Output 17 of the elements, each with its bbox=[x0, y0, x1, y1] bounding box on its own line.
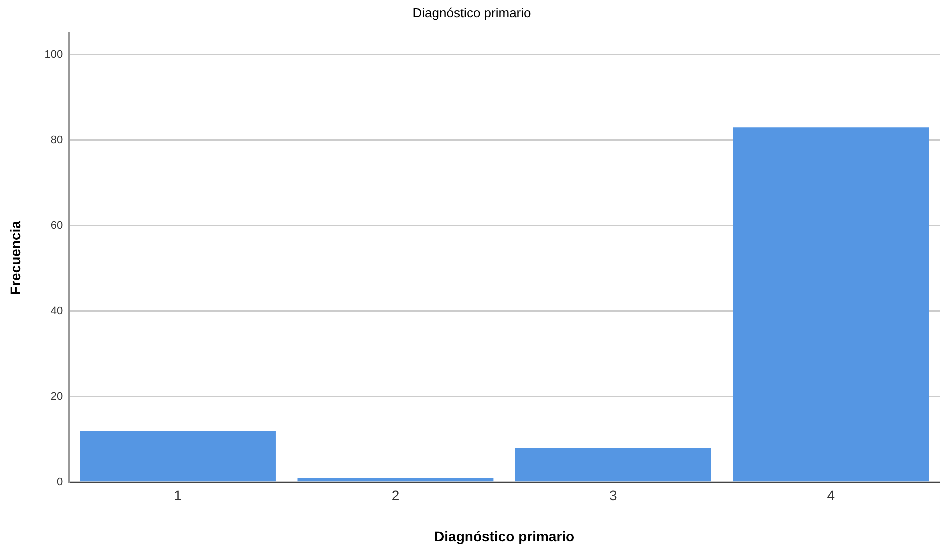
bar bbox=[298, 478, 494, 482]
x-axis-title: Diagnóstico primario bbox=[434, 528, 575, 544]
bar bbox=[80, 431, 276, 482]
x-tick-label: 3 bbox=[610, 488, 618, 504]
bar bbox=[733, 128, 930, 482]
y-tick-label: 60 bbox=[50, 220, 64, 232]
bar bbox=[515, 448, 712, 482]
y-tick-label: 20 bbox=[50, 390, 64, 403]
x-tick-label: 1 bbox=[174, 488, 182, 504]
y-tick-label: 40 bbox=[50, 305, 64, 318]
y-tick-label: 100 bbox=[44, 49, 64, 62]
y-tick-label: 80 bbox=[50, 134, 64, 146]
y-tick-label: 0 bbox=[57, 476, 64, 488]
y-axis-title: Frecuencia bbox=[7, 220, 24, 295]
chart-title: Diagnóstico primario bbox=[412, 5, 532, 20]
x-tick-label: 2 bbox=[392, 488, 400, 504]
x-tick-label: 4 bbox=[827, 488, 836, 504]
